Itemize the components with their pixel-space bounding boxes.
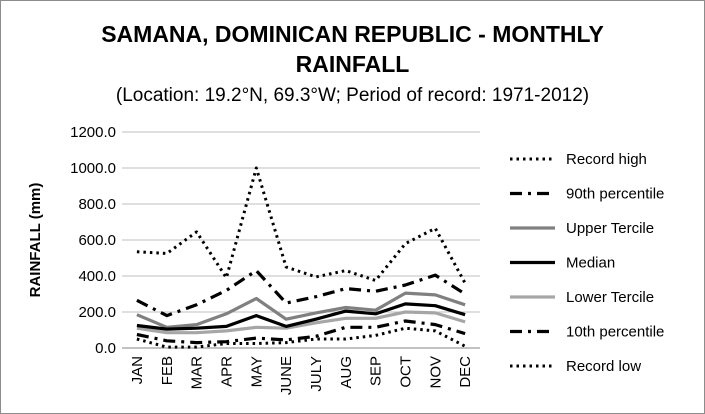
series-line-90th-percentile — [136, 269, 466, 318]
x-tick-label: APR — [218, 356, 235, 387]
legend-label-median: Median — [566, 255, 615, 272]
x-tick-label: JULY — [308, 356, 325, 392]
chart-title-line-2: RAINFALL — [295, 51, 410, 77]
series-line-upper-tercile — [136, 291, 466, 329]
x-tick-label: NOV — [427, 356, 444, 389]
y-tick-label: 200.0 — [78, 304, 116, 321]
x-tick-label: JUNE — [278, 356, 295, 395]
y-tick-label: 1200.0 — [70, 124, 116, 141]
y-axis-label: RAINFALL (mm) — [27, 183, 44, 298]
legend-label-lower-tercile: Lower Tercile — [566, 289, 654, 306]
x-tick-label: AUG — [338, 356, 355, 389]
series-line-median — [136, 302, 466, 331]
legend-label-record-high: Record high — [566, 151, 647, 168]
chart-subtitle: (Location: 19.2°N, 69.3°W; Period of rec… — [115, 85, 590, 106]
y-tick-label: 0.0 — [95, 340, 116, 357]
series-line-10th-percentile — [136, 319, 466, 345]
legend-label-90th-percentile: 90th percentile — [566, 186, 664, 203]
legend-label-10th-percentile: 10th percentile — [566, 324, 664, 341]
chart-title-line-1: SAMANA, DOMINICAN REPUBLIC - MONTHLY — [101, 21, 604, 47]
series-line-lower-tercile — [136, 310, 466, 335]
y-tick-label: 800.0 — [78, 196, 116, 213]
y-tick-label: 400.0 — [78, 268, 116, 285]
x-tick-label: MAY — [248, 356, 265, 387]
legend-label-record-low: Record low — [566, 358, 641, 375]
x-tick-label: DEC — [457, 356, 474, 388]
y-tick-label: 1000.0 — [70, 160, 116, 177]
legend-label-upper-tercile: Upper Tercile — [566, 220, 654, 237]
series-line-record-high — [136, 166, 467, 284]
x-tick-label: OCT — [397, 356, 414, 388]
x-tick-label: SEP — [368, 356, 385, 386]
y-tick-label: 600.0 — [78, 232, 116, 249]
x-tick-label: MAR — [189, 356, 206, 390]
x-tick-label: JAN — [129, 356, 146, 384]
x-tick-label: FEB — [159, 356, 176, 385]
